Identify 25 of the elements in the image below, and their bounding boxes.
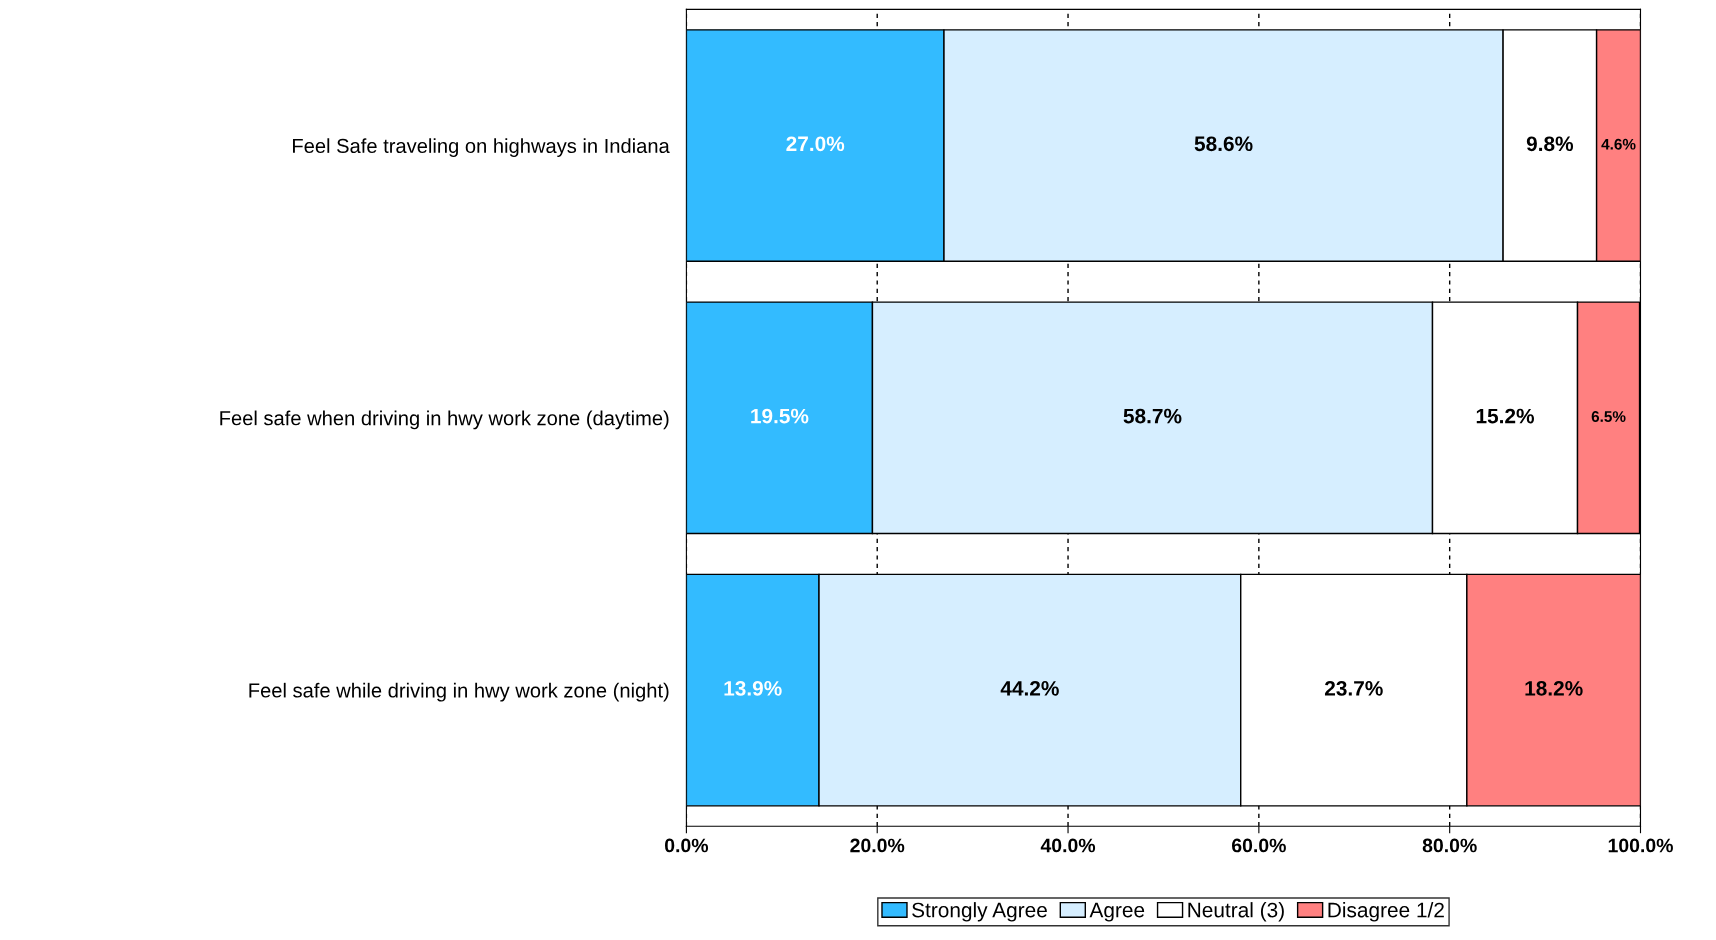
data-label: 58.6% — [1194, 136, 1253, 152]
x-tick-label: 80.0% — [1422, 838, 1477, 853]
data-label: 27.0% — [786, 136, 845, 152]
legend-label: Strongly Agree — [912, 902, 1047, 922]
data-label: 4.6% — [1601, 138, 1636, 150]
x-tick-label: 40.0% — [1040, 838, 1096, 853]
data-label: 9.8% — [1526, 136, 1574, 152]
y-tick-label: Feel safe while driving in hwy work zone (night) — [249, 682, 669, 702]
data-label: 13.9% — [724, 680, 782, 696]
data-label: 15.2% — [1476, 408, 1534, 424]
x-tick-label: 20.0% — [850, 838, 905, 853]
x-tick-label: 0.0% — [665, 838, 709, 853]
x-tick-label: 60.0% — [1232, 838, 1286, 853]
y-tick-label: Feel safe when driving in hwy work zone (daytime) — [220, 410, 669, 430]
legend-label: Agree — [1089, 902, 1145, 922]
data-label: 19.5% — [751, 408, 809, 424]
data-label: 18.2% — [1525, 680, 1583, 696]
data-label: 44.2% — [1000, 680, 1059, 696]
data-label: 6.5% — [1591, 411, 1626, 422]
x-tick-label: 100.0% — [1608, 838, 1673, 853]
data-label: 58.7% — [1123, 408, 1182, 424]
legend-label: Neutral (3) — [1188, 902, 1284, 922]
y-tick-label: Feel Safe traveling on highways in Indiana — [293, 138, 670, 158]
legend-label: Disagree 1/2 — [1328, 902, 1444, 922]
data-label: 23.7% — [1324, 680, 1383, 696]
